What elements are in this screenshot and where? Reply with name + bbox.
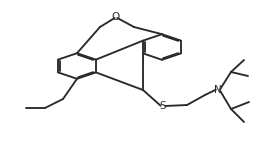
Text: O: O xyxy=(112,12,120,22)
Text: N: N xyxy=(214,85,222,95)
Text: S: S xyxy=(160,101,166,111)
